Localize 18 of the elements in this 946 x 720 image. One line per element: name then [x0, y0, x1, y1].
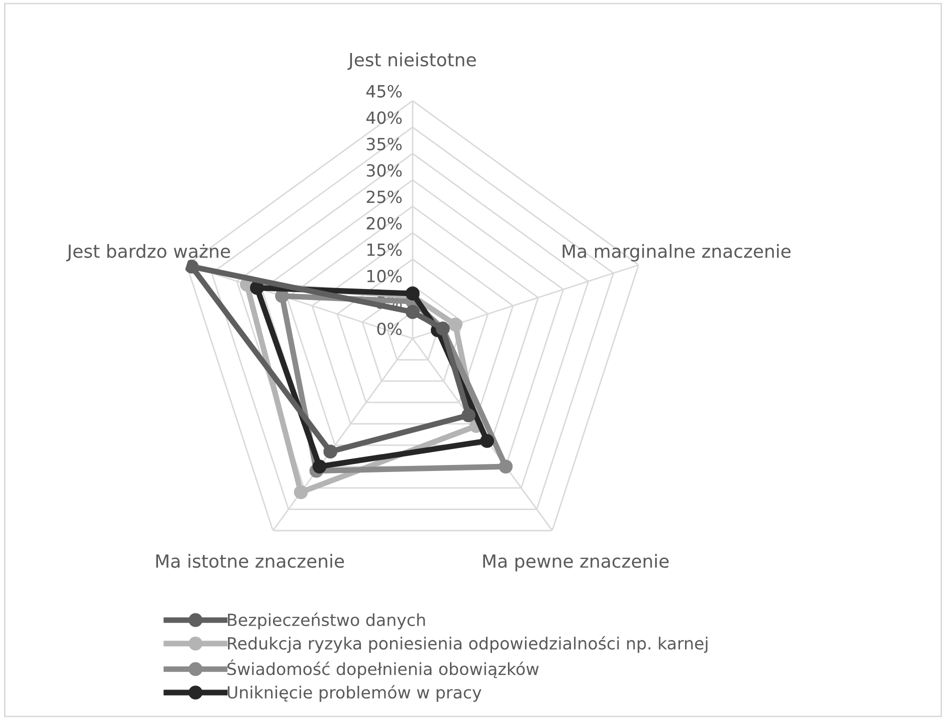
spoke-label: Jest nieistotne — [347, 52, 476, 70]
legend-label: Bezpieczeństwo danych — [228, 612, 425, 630]
spoke-label: Ma pewne znaczenie — [483, 554, 669, 572]
y-tick-label: 10% — [367, 270, 402, 282]
y-tick-label: 0% — [377, 322, 402, 336]
spoke-label: Ma marginalne znaczenie — [562, 244, 791, 262]
legend-label: Redukcja ryzyka poniesienia odpowiedzialności np. karnej — [228, 636, 708, 653]
y-tick-label: 35% — [366, 138, 402, 150]
y-tick-label: 15% — [367, 243, 402, 256]
legend-label: Świadomość dopełnienia obowiązków — [227, 660, 539, 678]
legend-label: Uniknięcie problemów w pracy — [228, 685, 482, 702]
y-tick-label: 40% — [366, 111, 402, 124]
y-tick-label: 20% — [366, 216, 402, 230]
spoke-label: Jest bardzo ważne — [66, 244, 230, 262]
y-tick-label: 25% — [366, 190, 402, 204]
y-tick-label: 45% — [366, 84, 402, 98]
y-tick-label: 30% — [366, 164, 402, 177]
spoke-label: Ma istotne znaczenie — [156, 554, 344, 568]
